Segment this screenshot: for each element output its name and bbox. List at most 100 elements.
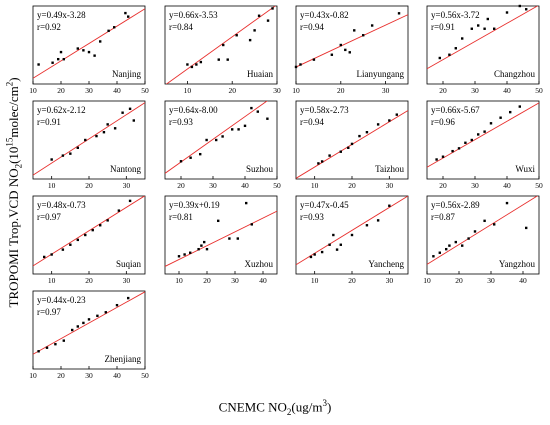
x-tick-label: 20 <box>177 181 185 190</box>
panel-lianyungang: 10 20 30 y=0.43x-0.82 r=0.94 Lianyungang <box>292 5 409 95</box>
data-point <box>237 128 240 131</box>
x-tick-label: 30 <box>123 181 131 190</box>
x-tick-label: 10 <box>292 86 300 95</box>
data-point <box>397 12 401 15</box>
x-tick-label: 30 <box>386 276 394 285</box>
data-point <box>69 243 72 246</box>
panel-yangzhou: 10 20 30 40 y=0.56x-2.89 r=0.87 Yangzhou <box>423 195 540 285</box>
data-point <box>62 339 65 342</box>
panel-suzhou: 20 30 40 50 y=0.64x-8.00 r=0.93 Suzhou <box>164 100 281 190</box>
data-point <box>59 50 63 54</box>
data-point <box>438 56 441 60</box>
data-point <box>248 38 252 42</box>
correlation-r: r=0.91 <box>37 117 61 127</box>
x-tick-label: 50 <box>535 181 543 190</box>
data-point <box>106 123 109 126</box>
x-tick-label: 40 <box>113 371 121 380</box>
data-point <box>76 325 79 328</box>
x-tick-label: 20 <box>57 86 65 95</box>
data-point <box>365 131 369 134</box>
data-point <box>95 134 98 138</box>
regression-equation: y=0.43x-0.82 <box>300 10 349 20</box>
city-name: Zhenjiang <box>105 354 142 364</box>
data-point <box>217 58 220 61</box>
data-point <box>483 219 486 223</box>
x-tick-label: 10 <box>29 371 37 380</box>
correlation-r: r=0.81 <box>169 212 193 222</box>
city-name: Xuzhou <box>245 259 274 269</box>
data-point <box>91 228 94 232</box>
panel-frame <box>164 5 278 85</box>
data-point <box>117 209 121 212</box>
trend-line <box>427 102 539 168</box>
data-point <box>236 237 239 240</box>
data-point <box>250 106 253 110</box>
x-tick-label: 20 <box>439 181 447 190</box>
data-point <box>253 29 256 32</box>
x-tick-label: 40 <box>259 276 267 285</box>
data-point <box>441 155 445 158</box>
data-point <box>335 248 339 251</box>
data-point <box>62 57 65 61</box>
x-tick-label: 10 <box>29 86 37 95</box>
data-point <box>197 247 200 251</box>
panel-frame <box>295 5 409 85</box>
data-point <box>61 154 65 157</box>
data-point <box>454 47 457 50</box>
data-point <box>266 19 270 22</box>
data-point <box>464 141 467 144</box>
data-point <box>489 122 493 125</box>
panel-frame <box>426 5 540 85</box>
data-point <box>106 219 109 222</box>
data-point <box>470 138 473 142</box>
x-tick-label: 10 <box>48 181 56 190</box>
correlation-r: r=0.94 <box>300 117 324 127</box>
data-point <box>309 255 313 259</box>
correlation-r: r=0.96 <box>431 117 455 127</box>
panel-xuzhou: 10 20 30 40 y=0.39x+0.19 r=0.81 Xuzhou <box>164 195 278 285</box>
x-tick-label: 20 <box>439 86 447 95</box>
trend-line <box>33 291 145 355</box>
x-tick-label: 20 <box>348 276 356 285</box>
panel-wuxi: 20 30 40 50 y=0.66x-5.67 r=0.96 Wuxi <box>426 100 543 190</box>
regression-equation: y=0.56x-2.89 <box>431 200 480 210</box>
data-point <box>205 247 209 251</box>
data-point <box>347 146 350 149</box>
data-point <box>320 250 324 254</box>
data-point <box>231 128 234 131</box>
x-tick-label: 20 <box>203 276 211 285</box>
data-point <box>509 110 512 114</box>
data-point <box>348 51 351 54</box>
data-point <box>483 130 486 133</box>
panel-frame <box>426 100 540 180</box>
data-point <box>113 127 117 130</box>
regression-equation: y=0.39x+0.19 <box>169 200 220 210</box>
data-point <box>461 244 464 247</box>
correlation-r: r=0.84 <box>169 22 193 32</box>
city-name: Suqian <box>116 259 142 269</box>
data-point <box>353 29 356 32</box>
data-point <box>362 34 365 37</box>
x-tick-label: 20 <box>348 181 356 190</box>
data-point <box>43 255 46 259</box>
data-point <box>199 152 202 156</box>
data-point <box>84 138 87 142</box>
x-tick-label: 20 <box>85 181 93 190</box>
data-point <box>195 63 198 66</box>
correlation-r: r=0.97 <box>37 212 61 222</box>
trend-line <box>33 8 145 79</box>
data-point <box>107 29 110 33</box>
data-point <box>328 243 331 246</box>
data-point <box>82 49 85 52</box>
data-point <box>127 296 130 300</box>
data-point <box>226 58 229 61</box>
data-point <box>320 160 324 163</box>
data-point <box>461 37 464 40</box>
data-point <box>358 134 361 138</box>
city-name: Yancheng <box>368 259 404 269</box>
city-name: Yangzhou <box>499 259 536 269</box>
data-point <box>50 253 53 256</box>
data-point <box>228 237 231 240</box>
data-point <box>235 34 238 37</box>
data-point <box>250 223 253 226</box>
